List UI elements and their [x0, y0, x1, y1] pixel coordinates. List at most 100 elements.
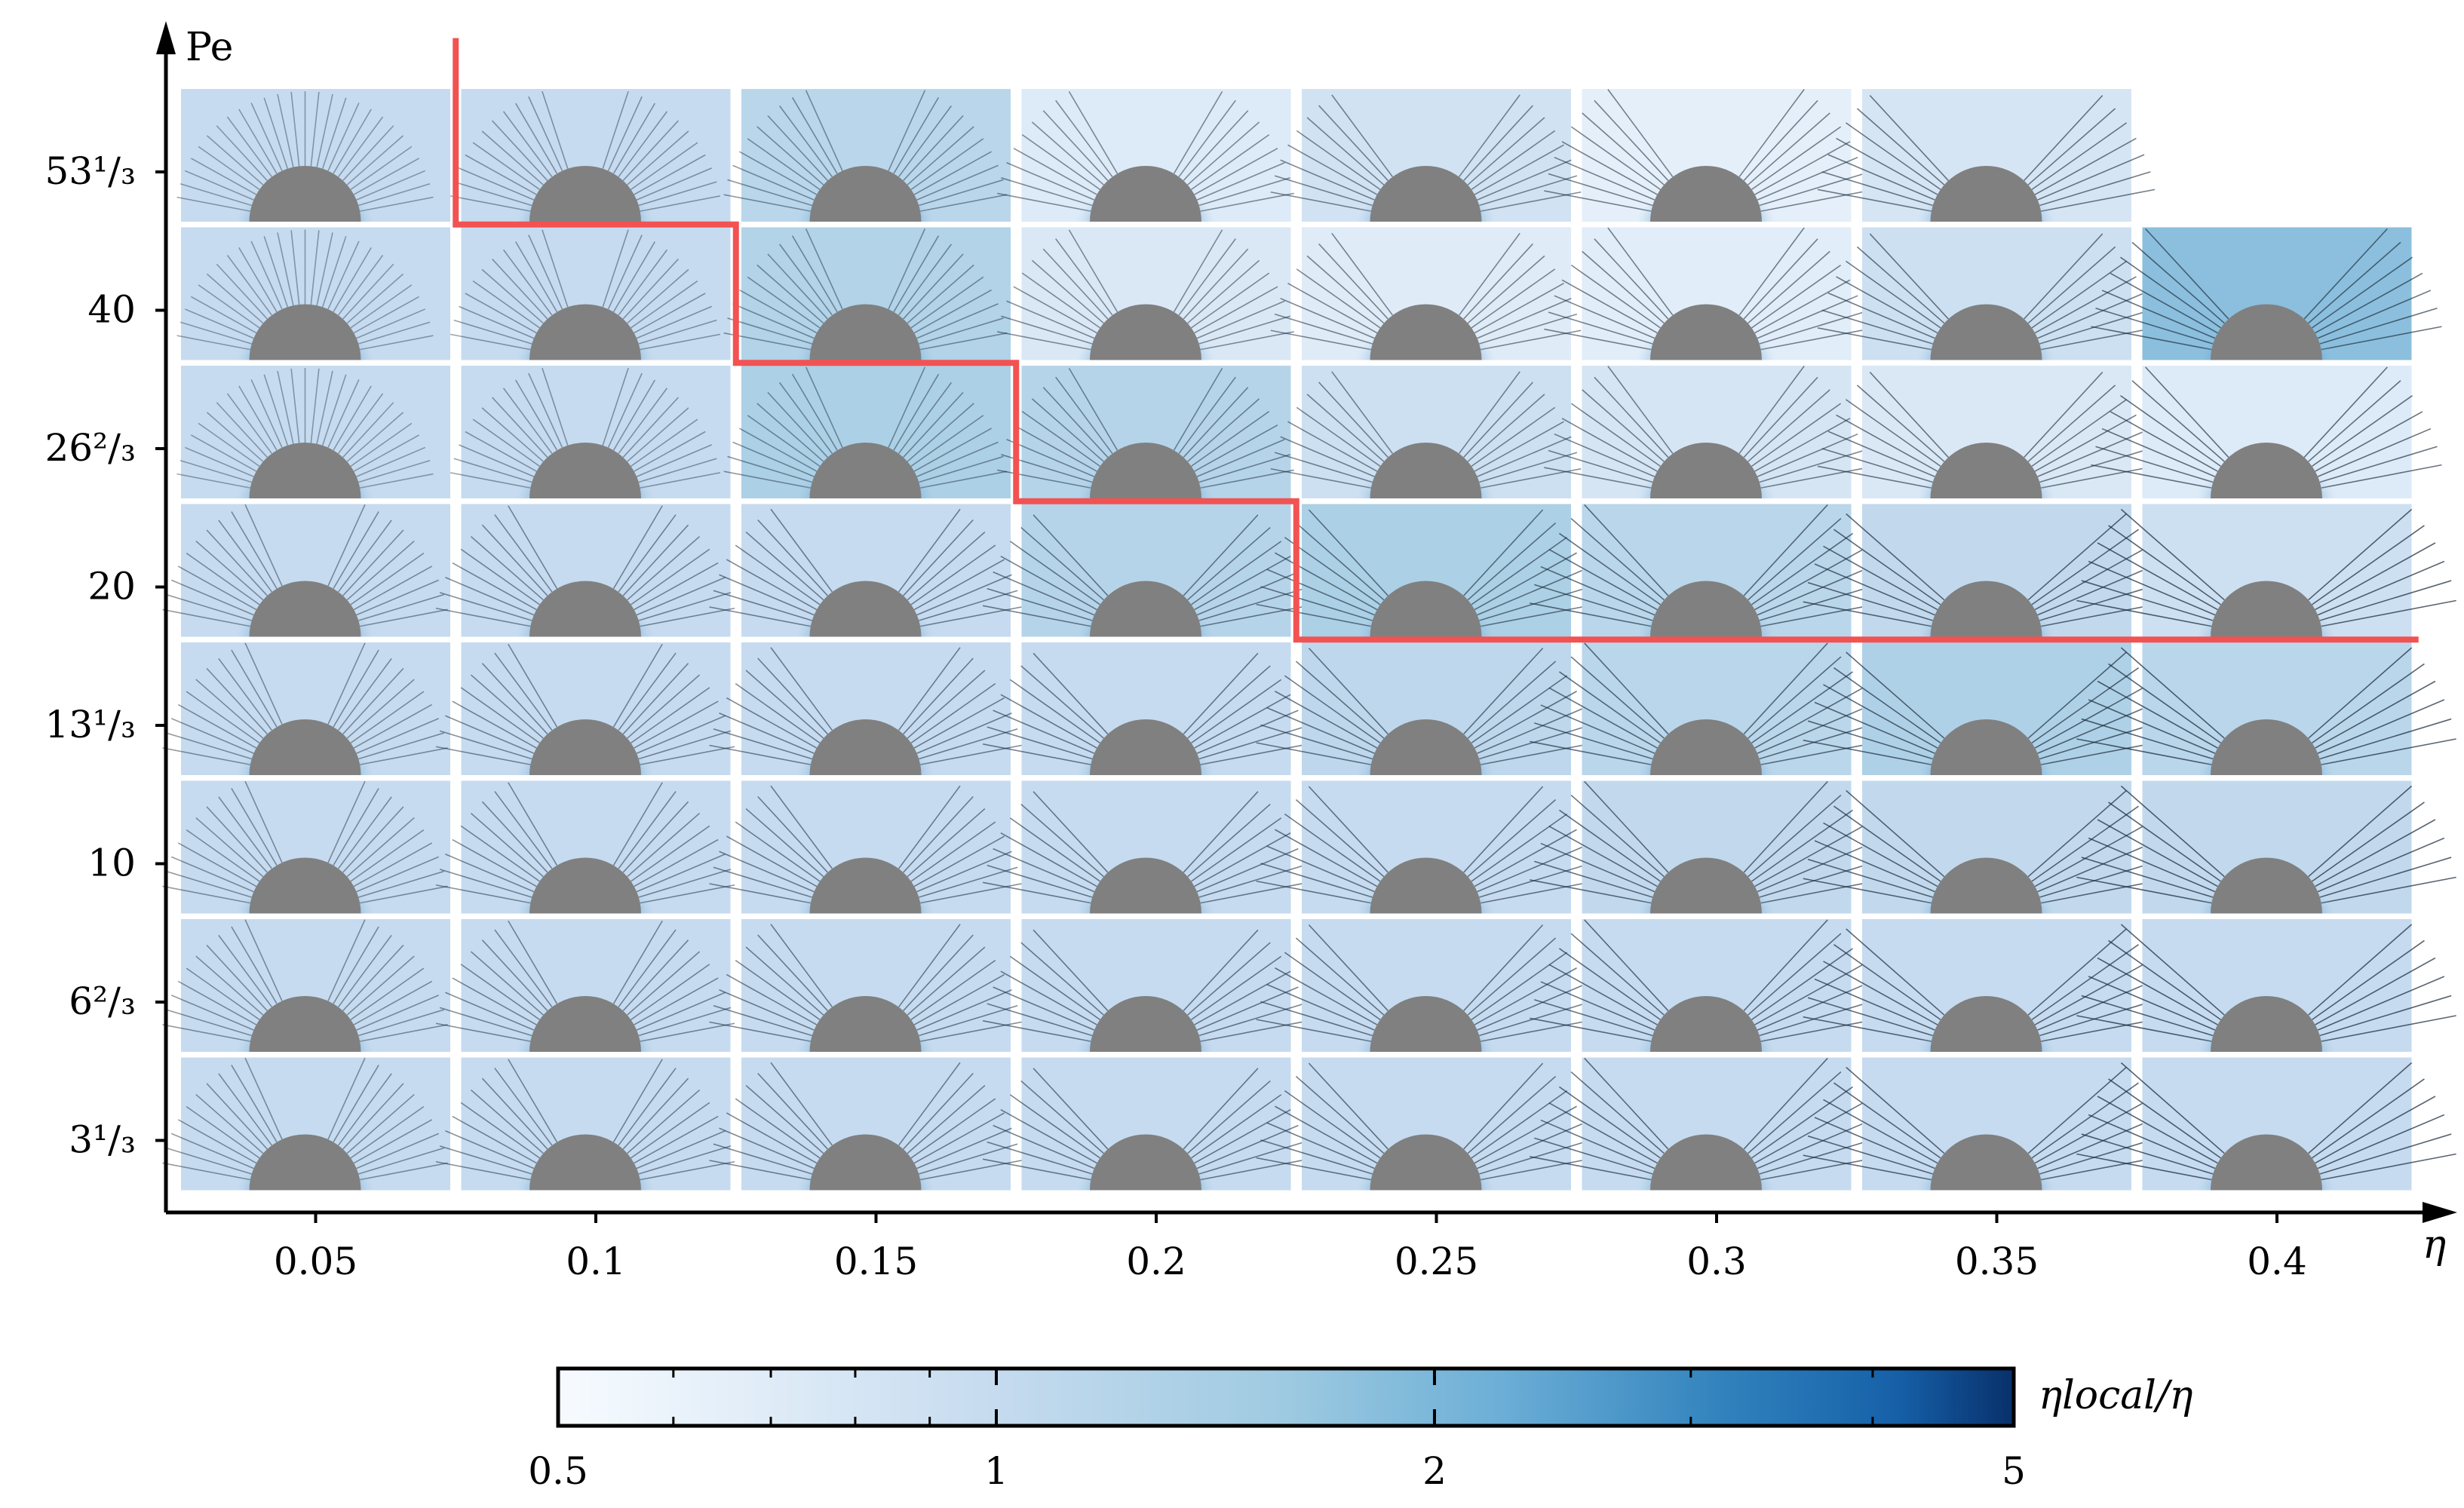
panel	[435, 1057, 735, 1191]
streamline	[358, 1147, 444, 1175]
streamline	[1280, 297, 1375, 339]
streamline	[745, 946, 824, 1016]
colorbar-tick-label: 5	[2002, 1449, 2026, 1493]
streamline	[778, 244, 833, 316]
streamline	[2319, 446, 2438, 483]
streamline	[2308, 380, 2401, 462]
streamline	[612, 241, 656, 313]
obstacle	[1370, 719, 1482, 775]
streamline	[1738, 89, 1805, 178]
obstacle	[529, 443, 641, 498]
streamline	[1308, 786, 1388, 873]
streamline	[770, 924, 833, 1008]
streamline	[439, 592, 532, 621]
streamline	[916, 712, 1012, 754]
streamline	[1751, 532, 1854, 605]
streamline	[231, 926, 278, 1004]
streamline	[636, 854, 726, 893]
panel	[723, 227, 1011, 360]
panel	[1817, 366, 2156, 498]
streamline	[713, 1005, 812, 1037]
obstacle	[1930, 719, 2042, 775]
streamline	[1200, 881, 1309, 904]
streamline	[1570, 794, 1665, 878]
streamline	[2321, 1015, 2456, 1042]
streamline	[1759, 860, 1878, 898]
streamline	[358, 870, 444, 898]
streamline	[618, 652, 677, 731]
streamline	[459, 167, 535, 201]
obstacle	[2211, 719, 2322, 775]
streamline	[1284, 675, 1381, 744]
streamline	[346, 1093, 415, 1154]
streamline	[640, 195, 721, 212]
panel	[982, 642, 1309, 775]
streamline	[2041, 188, 2156, 212]
streamline	[1481, 191, 1582, 212]
y-tick-label: 26²/₃	[44, 426, 136, 470]
streamline	[1196, 300, 1285, 339]
streamline	[1194, 970, 1291, 1025]
streamline	[732, 303, 815, 339]
streamline	[1594, 100, 1669, 182]
streamline	[638, 869, 732, 898]
streamline	[2321, 876, 2456, 904]
streamline	[1570, 264, 1661, 329]
streamline	[1570, 403, 1661, 467]
streamline	[1760, 328, 1868, 351]
streamline	[1173, 229, 1223, 313]
streamline	[638, 458, 717, 483]
streamline	[218, 1073, 273, 1146]
obstacle	[2211, 443, 2322, 498]
panel	[1544, 227, 1868, 360]
streamline	[177, 842, 257, 887]
streamline	[1474, 1105, 1577, 1164]
obstacle	[809, 581, 922, 637]
streamline	[1836, 276, 1938, 334]
streamline	[767, 253, 828, 320]
streamline	[508, 505, 558, 590]
panel	[709, 504, 1022, 637]
streamline	[356, 995, 440, 1031]
streamline	[439, 730, 532, 760]
streamline	[756, 126, 824, 185]
streamline	[2037, 701, 2159, 754]
streamline	[1477, 569, 1585, 616]
streamline	[439, 869, 532, 898]
streamline	[333, 788, 379, 866]
streamline	[1042, 387, 1109, 458]
streamline	[745, 670, 824, 739]
panel	[997, 89, 1294, 222]
streamline	[732, 441, 815, 477]
streamline	[1748, 389, 1830, 462]
streamline	[1194, 1108, 1291, 1164]
streamline	[2321, 464, 2442, 489]
streamline	[1751, 403, 1842, 467]
x-tick-label: 0.2	[1126, 1240, 1186, 1283]
streamline	[470, 812, 544, 878]
panel	[2076, 1057, 2456, 1191]
streamline	[435, 746, 531, 765]
streamline	[337, 520, 392, 593]
streamline	[2031, 399, 2128, 467]
streamline	[1827, 292, 1935, 339]
streamline	[634, 977, 719, 1025]
panel	[1803, 642, 2170, 775]
obstacle	[809, 719, 922, 775]
streamline	[2027, 928, 2127, 1016]
x-ticks: 0.05 0.1 0.15 0.2 0.25 0.3 0.35 0.4	[274, 1212, 2307, 1283]
streamline	[1803, 739, 1932, 765]
streamline	[916, 851, 1012, 893]
streamline	[450, 472, 531, 489]
obstacle	[249, 857, 361, 914]
streamline	[916, 988, 1012, 1031]
streamline	[1561, 279, 1658, 334]
streamline	[919, 179, 1004, 207]
streamline	[1474, 967, 1577, 1025]
streamline	[502, 111, 553, 178]
streamline	[778, 105, 833, 178]
streamline	[1274, 175, 1373, 207]
x-axis-arrow-icon	[2423, 1202, 2457, 1223]
streamline	[2091, 464, 2212, 489]
streamline	[916, 1127, 1012, 1169]
